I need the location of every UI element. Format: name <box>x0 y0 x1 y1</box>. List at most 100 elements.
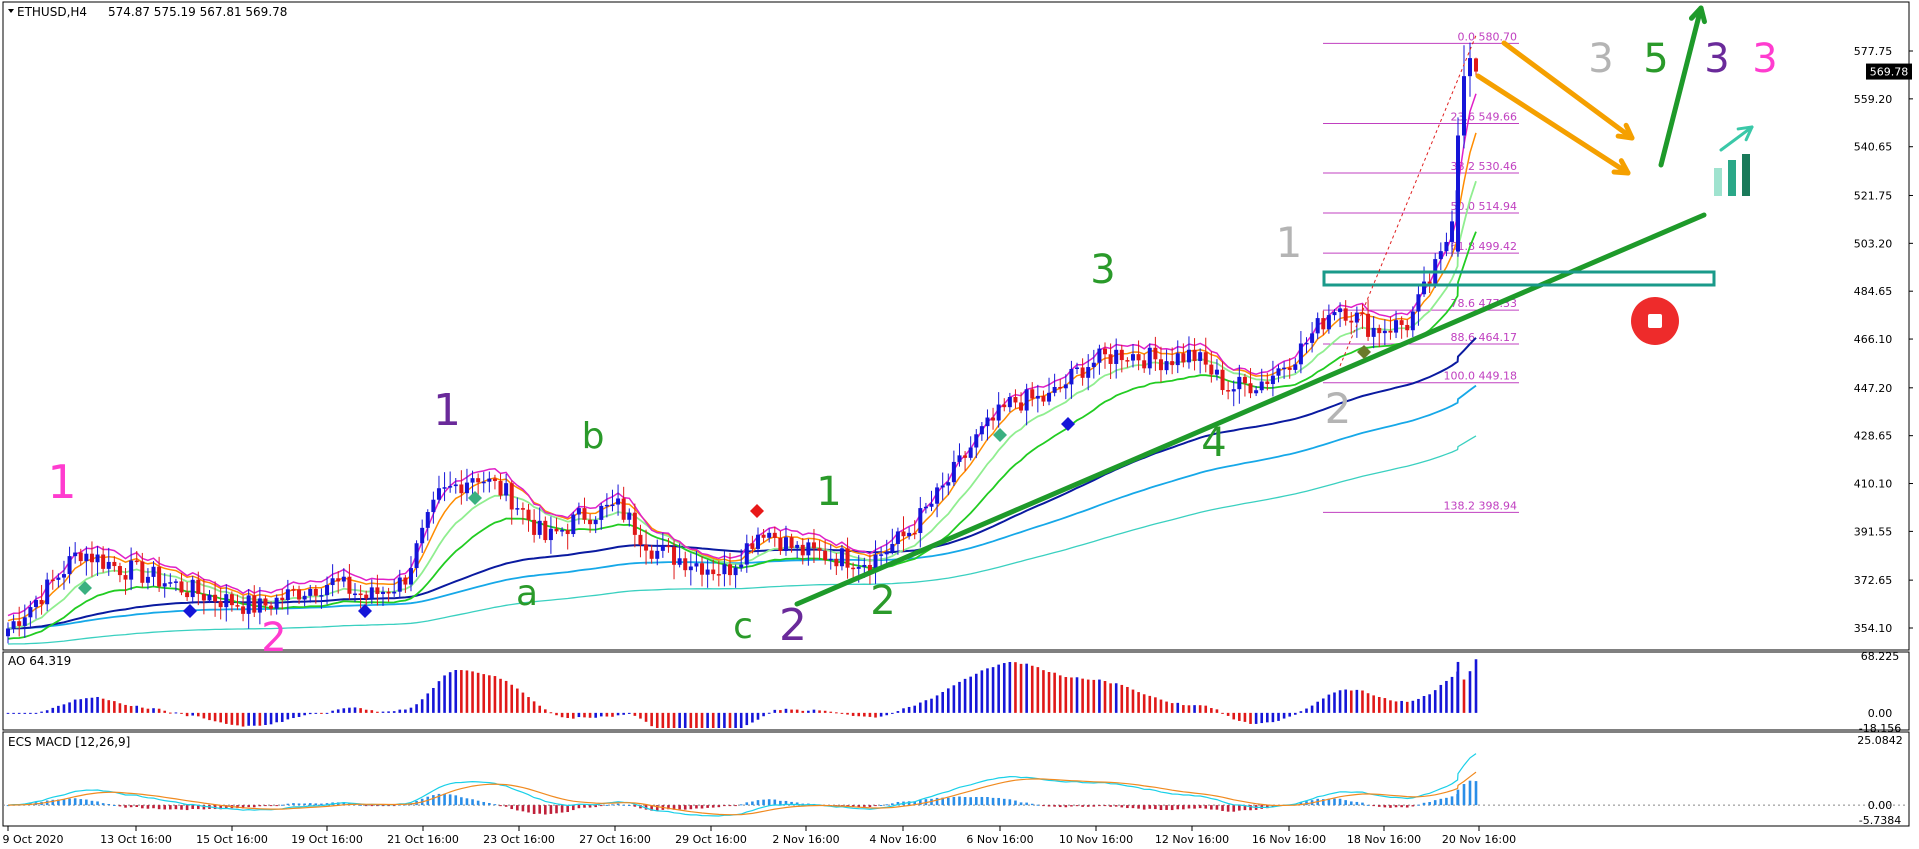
wave-label: 3 <box>1704 36 1729 82</box>
ao-bar <box>1445 680 1448 713</box>
ao-bar <box>835 712 838 714</box>
candle-body <box>313 588 318 596</box>
candle-body <box>1097 348 1102 363</box>
symbol-dropdown-icon[interactable] <box>8 9 14 13</box>
macd-hist-bar <box>639 805 642 809</box>
ao-bar <box>583 712 586 718</box>
macd-hist-bar <box>599 805 603 807</box>
candle-body <box>537 520 542 535</box>
candle-body <box>789 537 794 548</box>
ao-bar <box>1321 698 1325 713</box>
candle-body <box>918 508 923 534</box>
ao-bar <box>627 712 631 714</box>
ao-bar <box>980 670 984 713</box>
candle-body <box>1315 318 1320 334</box>
ao-bar <box>359 708 362 713</box>
macd-hist-bar <box>163 805 167 810</box>
ao-bar <box>247 712 250 726</box>
ao-bar <box>1126 686 1129 713</box>
candle-body <box>940 485 945 488</box>
ao-bar <box>1462 679 1466 713</box>
ao-bar <box>538 705 542 713</box>
ao-bar <box>303 712 306 716</box>
candle-body <box>498 481 503 496</box>
time-tick-label: 20 Nov 16:00 <box>1442 833 1516 846</box>
arrow-green-up-shaft <box>1658 5 1704 168</box>
candle-body <box>867 564 872 572</box>
macd-hist-bar <box>392 805 396 807</box>
macd-hist-bar <box>913 801 917 806</box>
ao-bar <box>174 712 178 714</box>
time-tick-label: 16 Nov 16:00 <box>1252 833 1326 846</box>
macd-hist-bar <box>1338 798 1342 806</box>
macd-hist-bar <box>1109 805 1112 807</box>
macd-hist-bar <box>252 805 256 808</box>
candle-body <box>492 478 497 482</box>
macd-hist-bar <box>891 803 894 806</box>
candle-body <box>347 576 352 594</box>
macd-hist-bar <box>1047 805 1051 807</box>
ao-bar <box>868 712 872 717</box>
macd-hist-bar <box>795 802 799 806</box>
candle-body <box>884 551 889 555</box>
macd-hist-bar <box>1355 801 1359 806</box>
ao-bar <box>348 707 351 713</box>
candle-body <box>957 455 962 462</box>
ao-bar <box>840 712 844 714</box>
ao-bar <box>1053 672 1056 713</box>
ao-bar <box>1249 712 1252 724</box>
candle-body <box>834 558 839 567</box>
time-tick-label: 2 Nov 16:00 <box>772 833 839 846</box>
price-tick-label: 540.65 <box>1854 141 1893 154</box>
ao-bar <box>639 712 642 719</box>
ao-bar <box>795 709 799 713</box>
candle-body <box>285 589 290 601</box>
candle-body <box>761 534 766 538</box>
candle-body <box>520 508 525 510</box>
awesome-oscillator-pane[interactable]: 68.225 0.00 -18.156 <box>6 650 1902 735</box>
candle-body <box>17 621 22 626</box>
macd-hist-bar <box>863 805 866 807</box>
candle-body <box>1147 347 1152 369</box>
macd-hist-bar <box>952 796 956 806</box>
macd-hist-bar <box>879 805 883 807</box>
macd-hist-bar <box>1058 805 1062 808</box>
ao-bar <box>891 712 894 714</box>
ao-bar <box>896 711 900 713</box>
macd-hist-bar <box>1400 805 1403 808</box>
ao-bar <box>443 675 446 713</box>
candle-body <box>565 530 570 535</box>
macd-hist-bar <box>1131 805 1135 809</box>
candle-body <box>1388 330 1393 333</box>
candle-body <box>879 554 884 556</box>
macd-pane[interactable]: 25.0842 0.00 -5.7384 <box>3 734 1909 827</box>
candle-body <box>336 578 341 582</box>
macd-hist-bar <box>935 797 939 806</box>
wave-label: a <box>516 573 538 614</box>
ao-bar <box>107 700 111 713</box>
bar-chart-icon <box>1714 154 1750 196</box>
wave-label: 2 <box>261 615 286 661</box>
ao-bar <box>499 678 502 713</box>
ao-bar <box>314 712 318 714</box>
candle-body <box>722 564 727 575</box>
macd-hist-bar <box>73 798 77 806</box>
ao-bar <box>667 712 670 728</box>
candle-body <box>621 498 626 520</box>
candle-body <box>946 482 951 486</box>
ao-bar <box>616 712 620 716</box>
macd-hist-bar <box>1445 797 1448 806</box>
macd-hist-bar <box>314 803 318 806</box>
ao-bar <box>180 712 183 714</box>
candle-body <box>476 478 481 483</box>
ao-bar <box>1260 712 1264 724</box>
ao-bar <box>213 712 217 722</box>
wave-label: 3 <box>1752 36 1777 82</box>
ao-bar <box>342 708 346 713</box>
ao-bar <box>762 712 765 717</box>
candle-body <box>1136 354 1141 361</box>
candle-body <box>369 587 374 599</box>
